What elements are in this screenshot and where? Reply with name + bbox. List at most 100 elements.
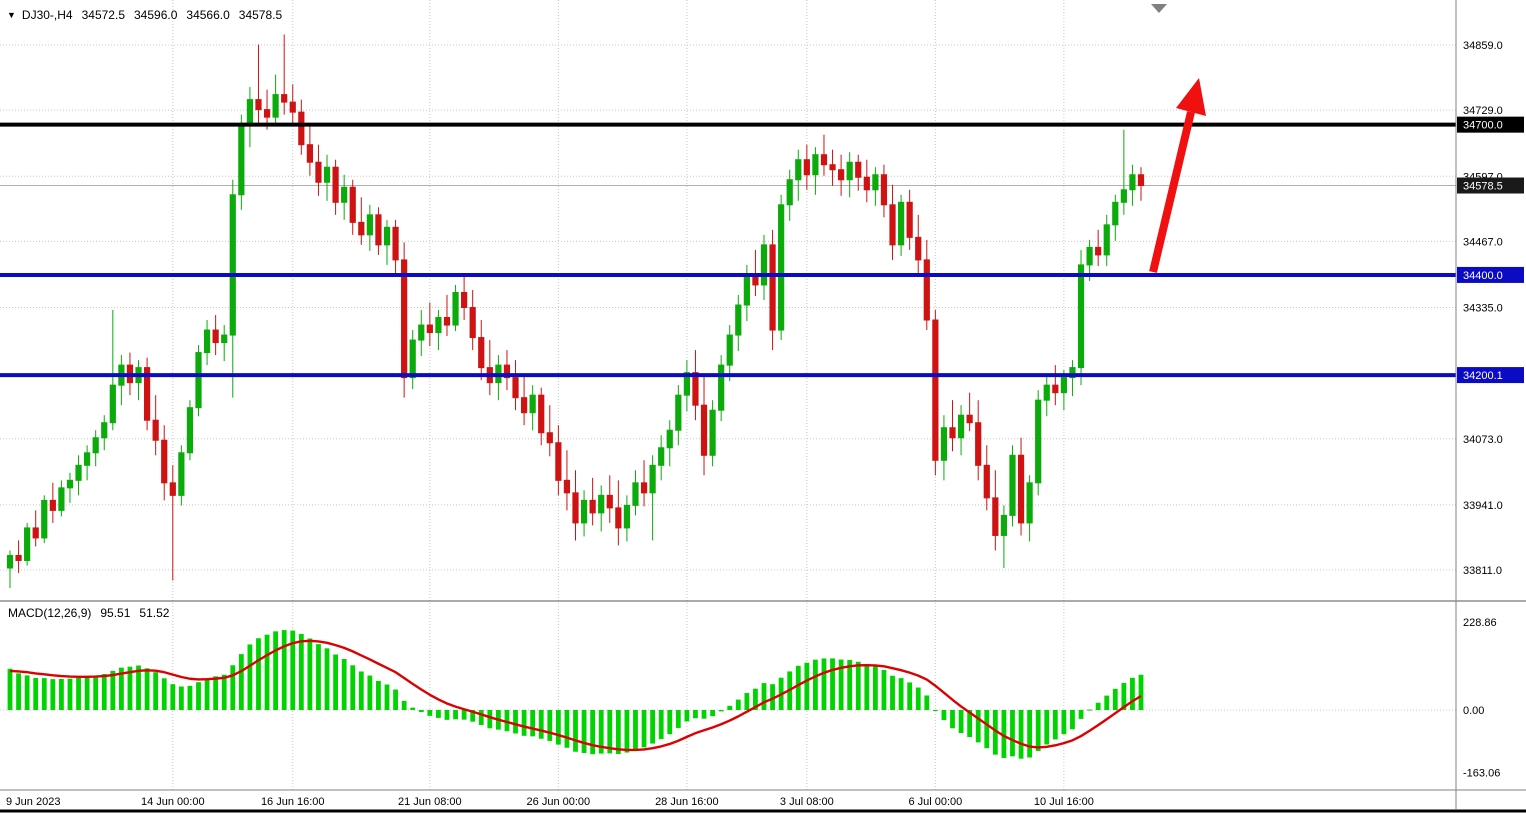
macd-histogram-bar [598,710,604,754]
macd-indicator[interactable] [7,630,1144,759]
macd-histogram-bar [230,665,236,710]
bull-candle [726,334,733,366]
macd-histogram-bar [84,676,90,710]
horizontal-level-lines[interactable] [0,122,1456,378]
bear-candle [992,497,999,536]
svg-text:14 Jun 00:00: 14 Jun 00:00 [141,796,205,808]
bear-candle [332,166,339,203]
bull-candle [229,194,236,336]
macd-histogram-bar [410,707,416,710]
svg-text:34200.1: 34200.1 [1463,370,1503,382]
macd-histogram-bar [487,710,493,729]
macd-histogram-bar [298,633,304,710]
macd-histogram-bar [804,662,810,710]
macd-histogram-bar [16,673,21,710]
bull-candle [75,464,82,481]
bull-candle [940,427,948,461]
bull-candle [1069,367,1076,379]
bull-candle [709,409,716,456]
bear-candle [401,259,408,379]
macd-histogram-bar [1070,710,1075,730]
macd-histogram-bar [273,631,279,710]
macd-histogram-bar [470,710,476,722]
bull-candle [452,291,459,326]
bull-candle [897,201,905,246]
macd-histogram-bar [436,710,441,718]
bear-candle [700,404,708,456]
macd-histogram-bar [1078,710,1084,719]
macd-histogram-bar [932,710,938,711]
svg-text:0.00: 0.00 [1463,705,1484,717]
macd-histogram-bar [667,710,673,735]
macd-histogram-bar [290,630,296,710]
macd-histogram-bar [110,670,116,710]
bull-candle [341,186,348,203]
bear-candle [1137,174,1145,187]
bear-candle [503,364,511,379]
bull-candle [666,429,673,449]
bull-candle [383,226,391,246]
macd-histogram-bar [144,668,150,710]
macd-histogram-bar [573,710,578,752]
bear-candle [829,164,836,171]
macd-histogram-bar [1095,702,1101,710]
bull-candle [246,99,254,126]
candlestick-series[interactable] [6,34,1145,589]
macd-histogram-bar [1035,710,1041,751]
bear-candle [152,419,159,441]
macd-histogram-bar [127,666,133,710]
macd-histogram-bar [975,710,981,743]
macd-histogram-bar [753,688,758,710]
macd-histogram-bar [924,695,930,710]
macd-histogram-bar [41,678,47,710]
bull-candle [632,482,639,506]
bear-candle [469,307,476,339]
macd-histogram-bar [950,710,955,729]
macd-histogram-bar [744,693,750,710]
macd-histogram-bar [564,710,570,748]
price-label-box [1457,266,1524,283]
macd-histogram-bar [513,710,518,734]
bull-candle [272,94,279,118]
macd-histogram-bar [590,710,596,755]
macd-histogram-bar [838,659,844,710]
bear-candle [212,329,219,344]
bear-candle [923,259,930,321]
price-label-box [1457,116,1524,133]
macd-histogram-bar [658,710,664,740]
macd-histogram-bar [890,675,895,710]
macd-histogram-bar [461,710,467,720]
bear-candle [289,101,296,113]
symbol-dropdown-icon[interactable]: ▼ [7,10,16,20]
quote-open: 34572.5 [81,8,125,22]
bear-candle [932,319,939,461]
chart-shift-marker[interactable] [1151,4,1167,13]
bull-candle [675,394,682,431]
macd-histogram-bar [813,659,818,710]
svg-text:3 Jul 08:00: 3 Jul 08:00 [780,796,834,808]
macd-histogram-bar [855,661,861,710]
bear-candle [478,337,485,369]
svg-text:33941.0: 33941.0 [1463,500,1503,512]
bull-candle [760,244,768,286]
svg-text:34335.0: 34335.0 [1463,303,1503,315]
svg-text:26 Jun 00:00: 26 Jun 00:00 [527,796,591,808]
bear-candle [820,154,828,166]
bear-candle [169,482,176,496]
svg-text:9 Jun 2023: 9 Jun 2023 [6,796,60,808]
bear-candle [315,161,322,183]
svg-text:33811.0: 33811.0 [1463,565,1502,577]
bull-candle [1000,514,1008,536]
bull-candle [41,499,48,539]
macd-histogram-bar [735,699,741,710]
bear-candle [461,291,468,308]
trend-arrow-annotation[interactable] [1149,78,1206,273]
macd-histogram-bar [76,677,81,710]
macd-histogram-bar [727,705,733,710]
macd-histogram-bar [1112,688,1118,710]
macd-histogram-bar [675,710,681,728]
macd-histogram-bar [1027,710,1033,758]
macd-histogram-bar [478,710,484,725]
